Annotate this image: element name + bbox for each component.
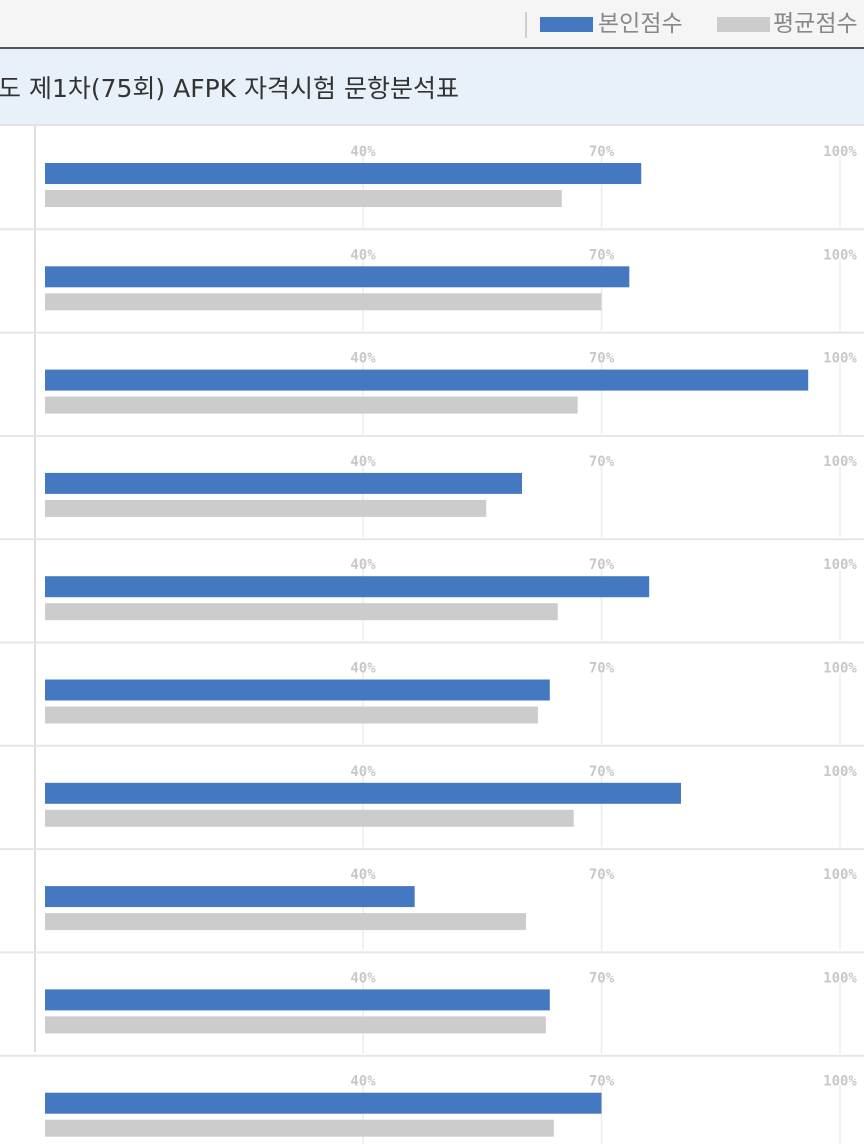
page-title: 도 제1차(75회) AFPK 자격시험 문항분석표	[0, 74, 459, 103]
tick-label: 100%	[823, 764, 857, 780]
tick-label: 100%	[823, 557, 857, 573]
tick-label: 40%	[350, 764, 376, 780]
tick-label: 40%	[350, 454, 376, 470]
tick-label: 40%	[350, 661, 376, 677]
bar-mine	[45, 369, 809, 391]
tick-label: 100%	[823, 247, 857, 263]
tick-label: 70%	[589, 764, 615, 780]
bar-average	[45, 913, 526, 931]
tick-label: 100%	[823, 454, 857, 470]
bar-mine	[45, 576, 650, 598]
tick-label: 40%	[350, 867, 376, 883]
bar-mine	[45, 782, 681, 804]
tick-label: 70%	[589, 557, 615, 573]
bar-average	[45, 396, 578, 414]
tick-label: 100%	[823, 661, 857, 677]
tick-label: 40%	[350, 351, 376, 367]
tick-label: 40%	[350, 970, 376, 986]
tick-label: 40%	[350, 557, 376, 573]
header-divider	[0, 47, 864, 49]
bar-average	[45, 499, 487, 517]
tick-label: 70%	[589, 1074, 615, 1090]
tick-label: 70%	[589, 867, 615, 883]
tick-label: 100%	[823, 1074, 857, 1090]
tick-label: 100%	[823, 144, 857, 160]
bar-average	[45, 809, 574, 827]
bar-average	[45, 706, 538, 724]
legend-divider	[525, 12, 527, 38]
tick-label: 100%	[823, 970, 857, 986]
bar-average	[45, 1016, 546, 1034]
tick-label: 70%	[589, 247, 615, 263]
tick-label: 70%	[589, 970, 615, 986]
tick-label: 100%	[823, 351, 857, 367]
bar-mine	[45, 472, 522, 494]
bar-mine	[45, 1092, 602, 1114]
bar-average	[45, 190, 562, 207]
bar-mine	[45, 163, 642, 184]
tick-label: 40%	[350, 144, 376, 160]
tick-label: 70%	[589, 351, 615, 367]
legend-label-avg: 평균점수	[773, 11, 858, 37]
tick-label: 40%	[350, 247, 376, 263]
legend-swatch-avg	[717, 17, 770, 32]
title-row: 도 제1차(75회) AFPK 자격시험 문항분석표	[0, 49, 864, 126]
bar-average	[45, 1119, 554, 1137]
bar-mine	[45, 266, 630, 288]
bar-mine	[45, 989, 550, 1011]
bar-mine	[45, 679, 550, 701]
tick-label: 70%	[589, 661, 615, 677]
bar-average	[45, 603, 558, 621]
tick-label: 70%	[589, 454, 615, 470]
tick-label: 100%	[823, 867, 857, 883]
tick-label: 70%	[589, 144, 615, 160]
bar-average	[45, 293, 602, 311]
tick-label: 40%	[350, 1074, 376, 1090]
legend-swatch-mine	[540, 17, 593, 32]
bar-mine	[45, 886, 415, 908]
legend-label-mine: 본인점수	[598, 11, 683, 37]
